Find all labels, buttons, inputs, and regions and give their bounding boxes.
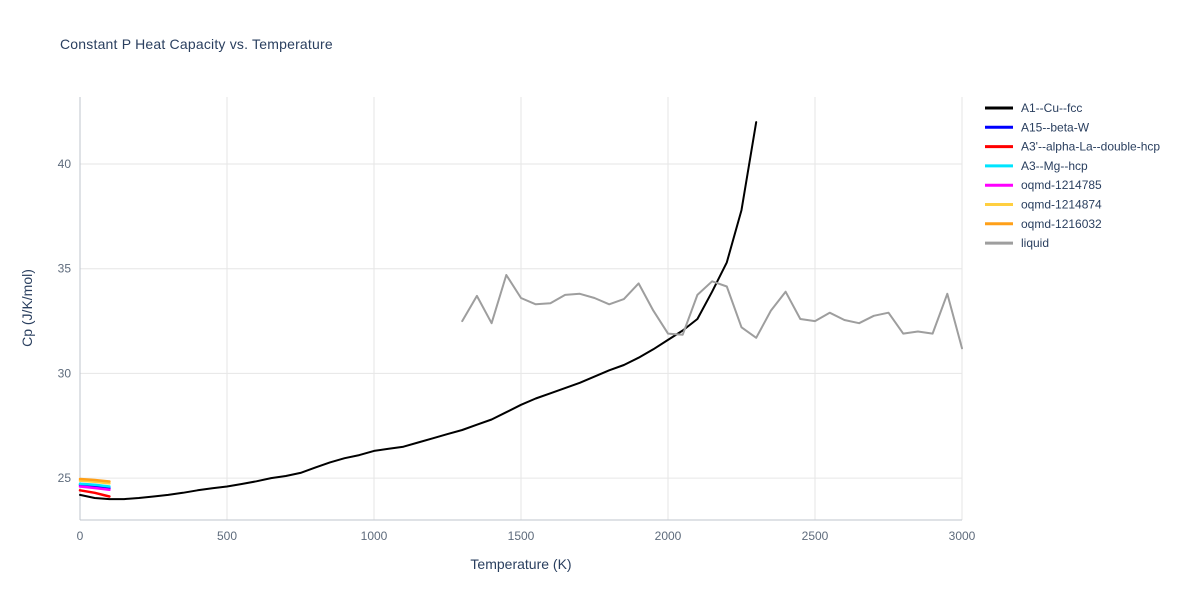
series-line-A1--Cu--fcc: [79, 121, 758, 501]
legend: A1--Cu--fcc A15--beta-W A3'--alpha-La--dou…: [985, 101, 1160, 250]
legend-entry[interactable]: A3'--alpha-La--double-hcp: [985, 140, 1160, 154]
series-line-oqmd-1216032: [78, 477, 111, 483]
y-tick-label: 35: [58, 262, 72, 276]
x-tick-label: 2500: [802, 529, 829, 543]
legend-label: A1--Cu--fcc: [1021, 101, 1082, 115]
x-tick-label: 0: [77, 529, 84, 543]
legend-entry[interactable]: liquid: [985, 236, 1049, 250]
x-tick-label: 1000: [361, 529, 388, 543]
legend-entry[interactable]: A1--Cu--fcc: [985, 101, 1082, 115]
series-line-liquid: [461, 274, 963, 350]
series-line-oqmd-1214874: [78, 479, 111, 485]
legend-label: A3--Mg--hcp: [1021, 159, 1088, 173]
x-tick-label: 3000: [949, 529, 976, 543]
legend-entry[interactable]: oqmd-1214874: [985, 198, 1102, 212]
y-tick-label: 30: [58, 366, 72, 380]
legend-entry[interactable]: A3--Mg--hcp: [985, 159, 1088, 173]
legend-entry[interactable]: A15--beta-W: [985, 120, 1090, 134]
x-tick-label: 2000: [655, 529, 682, 543]
legend-entry[interactable]: oqmd-1214785: [985, 178, 1102, 192]
x-axis-label: Temperature (K): [470, 556, 572, 572]
legend-label: liquid: [1021, 236, 1049, 250]
legend-label: oqmd-1216032: [1021, 217, 1102, 231]
series-line-A3'--alpha-La--double-hcp: [78, 489, 111, 498]
legend-entry[interactable]: oqmd-1216032: [985, 217, 1102, 231]
series-line-A3--Mg--hcp: [78, 482, 111, 488]
series-line-oqmd-1214785: [78, 485, 111, 492]
legend-label: A3'--alpha-La--double-hcp: [1021, 140, 1160, 154]
x-tick-label: 500: [217, 529, 237, 543]
y-tick-label: 40: [58, 157, 72, 171]
legend-label: oqmd-1214874: [1021, 198, 1102, 212]
legend-label: oqmd-1214785: [1021, 178, 1102, 192]
x-tick-label: 1500: [508, 529, 535, 543]
y-tick-label: 25: [58, 471, 72, 485]
legend-label: A15--beta-W: [1021, 120, 1090, 134]
chart-title: Constant P Heat Capacity vs. Temperature: [60, 36, 333, 52]
